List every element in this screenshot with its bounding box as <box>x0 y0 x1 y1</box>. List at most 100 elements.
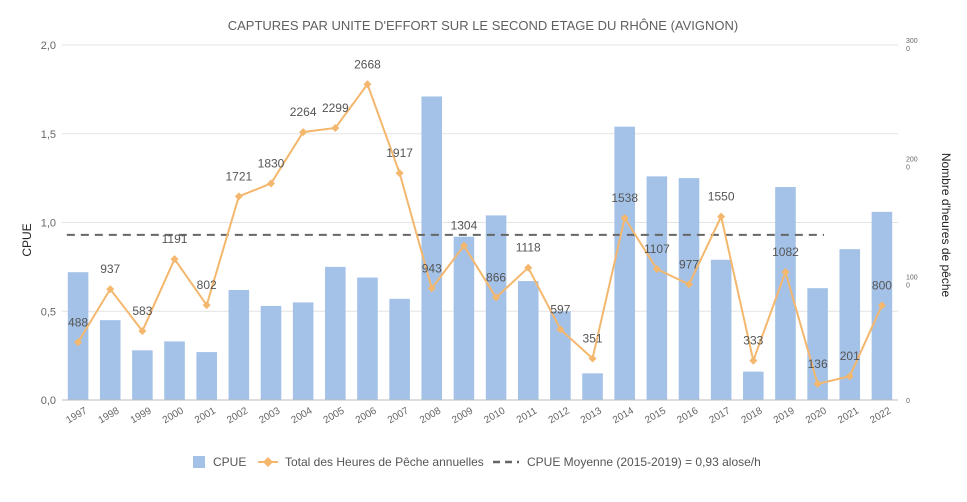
y2-tick-line: 200 <box>906 156 918 163</box>
x-tick-label: 2021 <box>836 405 861 426</box>
bar-1999 <box>132 350 153 400</box>
x-tick-label: 2014 <box>611 405 636 426</box>
hours-data-label: 943 <box>422 261 442 275</box>
x-tick-label: 1999 <box>129 405 154 426</box>
legend: CPUE Total des Heures de Pêche annuelles C… <box>193 455 761 469</box>
hours-data-label: 800 <box>872 278 892 292</box>
hours-data-label: 333 <box>743 334 763 348</box>
hours-data-label: 802 <box>197 278 217 292</box>
bar-2010 <box>485 215 507 400</box>
hours-marker-1997 <box>74 338 83 347</box>
bar-2019 <box>775 187 796 400</box>
y2-axis-label: Nombre d'heures de pêche <box>939 153 953 298</box>
x-tick-label: 2010 <box>482 405 507 426</box>
hours-marker-2008 <box>427 284 436 293</box>
y-tick-label: 0,5 <box>41 306 56 318</box>
bar-2008 <box>421 96 443 400</box>
hours-data-label: 136 <box>808 357 828 371</box>
bar-1998 <box>99 320 121 400</box>
x-tick-label: 2016 <box>675 405 700 426</box>
hours-data-label: 1118 <box>516 241 541 255</box>
hours-marker-2010 <box>492 293 501 302</box>
y2-tick-line: 0 <box>906 164 910 171</box>
hours-data-label: 1082 <box>772 245 799 259</box>
y2-tick-line: 100 <box>906 275 918 282</box>
hours-marker-2019 <box>781 267 790 276</box>
hours-marker-2011 <box>524 263 533 272</box>
x-tick-label: 2003 <box>257 405 282 426</box>
x-tick-label: 2004 <box>290 405 315 426</box>
hours-marker-2003 <box>267 179 275 188</box>
bar-2013 <box>582 373 603 400</box>
x-tick-label: 2002 <box>225 405 250 426</box>
hours-data-label: 937 <box>100 262 120 276</box>
x-tick-label: 2019 <box>772 405 797 426</box>
hours-data-label: 1538 <box>611 191 638 205</box>
bar-2006 <box>357 277 378 400</box>
hours-data-label: 1191 <box>162 232 188 246</box>
y-tick-label: 1,0 <box>41 218 56 230</box>
hours-data-label: 977 <box>679 257 699 271</box>
bar-2018 <box>743 371 764 400</box>
x-tick-label: 2006 <box>354 405 379 426</box>
y2-tick-line: 0 <box>906 398 910 405</box>
hours-data-label: 2668 <box>354 57 381 71</box>
x-tick-label: 2013 <box>579 405 604 426</box>
y-tick-label: 0,0 <box>41 395 56 407</box>
y-tick-label: 1,5 <box>41 129 56 141</box>
legend-label-cpue: CPUE <box>213 455 246 469</box>
hours-data-label: 583 <box>132 304 152 318</box>
legend-label-hours: Total des Heures de Pêche annuelles <box>285 455 484 469</box>
y2-tick-label: 100 0 <box>906 275 918 290</box>
hours-data-label: 351 <box>583 331 603 345</box>
bar-2004 <box>292 302 314 400</box>
hours-marker-2016 <box>685 280 693 289</box>
bar-2003 <box>260 305 282 400</box>
legend-label-average: CPUE Moyenne (2015-2019) = 0,93 alose/h <box>527 455 761 469</box>
legend-swatch-marker <box>263 457 273 467</box>
y2-tick-line: 0 <box>906 46 910 53</box>
gridlines <box>62 44 898 401</box>
line-series <box>74 80 886 388</box>
x-tick-label: 1998 <box>97 405 122 426</box>
hours-marker-2014 <box>620 214 629 223</box>
hours-data-label: 1304 <box>451 219 478 233</box>
hours-data-label: 201 <box>840 349 860 363</box>
x-tick-label: 2005 <box>322 405 347 426</box>
hours-data-label: 488 <box>68 315 88 329</box>
bar-2012 <box>550 311 571 400</box>
bar-2015 <box>646 176 668 400</box>
hours-marker-1999 <box>138 327 147 336</box>
hours-marker-2017 <box>717 212 726 221</box>
hours-data-label: 1917 <box>386 146 413 160</box>
y2-tick-line: 0 <box>906 283 910 290</box>
x-tick-label: 1997 <box>64 405 89 426</box>
hours-data-label: 2264 <box>290 105 317 119</box>
hours-line <box>77 82 883 386</box>
y2-tick-label: 300 0 <box>906 38 918 53</box>
y2-tick-line: 300 <box>906 38 918 45</box>
hours-marker-2002 <box>234 192 243 201</box>
data-labels: 488 937 583 1191 802 1721 1830 2264 2299 2668 1917… <box>68 57 892 371</box>
bar-2001 <box>196 352 217 400</box>
hours-marker-2013 <box>588 354 597 363</box>
bar-2009 <box>453 236 475 400</box>
hours-marker-2022 <box>877 301 886 310</box>
hours-marker-2000 <box>170 255 179 264</box>
x-tick-label: 2000 <box>161 405 186 426</box>
y-axis-label: CPUE <box>20 223 34 256</box>
hours-data-label: 866 <box>486 271 506 285</box>
hours-marker-2012 <box>556 325 565 334</box>
hours-marker-2018 <box>749 356 758 365</box>
x-tick-label: 2017 <box>708 405 733 426</box>
hours-data-label: 597 <box>550 302 570 316</box>
bar-2005 <box>325 266 346 400</box>
hours-marker-2021 <box>845 372 854 381</box>
y2-tick-label: 0 <box>906 398 910 405</box>
bar-2017 <box>710 259 732 400</box>
bar-2021 <box>839 249 861 400</box>
hours-marker-2020 <box>813 379 822 388</box>
bar-1997 <box>67 272 89 400</box>
